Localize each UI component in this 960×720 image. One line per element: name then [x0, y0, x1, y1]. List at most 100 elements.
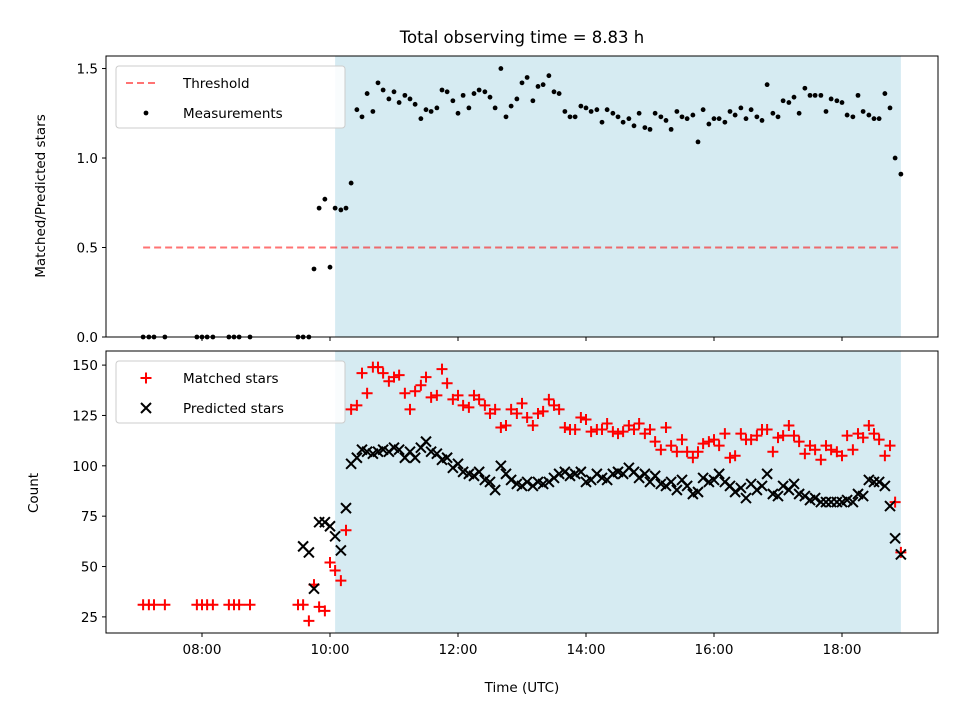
measurements-point [722, 119, 728, 125]
measurements-point [439, 87, 445, 93]
matched-stars-point [745, 434, 757, 446]
matched-stars-point [473, 393, 485, 405]
predicted-stars-point [409, 452, 421, 464]
top-legend-label: Measurements [183, 106, 283, 122]
measurements-point [647, 126, 653, 132]
measurements-point [508, 103, 514, 109]
matched-stars-point [809, 444, 821, 456]
matched-stars-point [404, 403, 416, 415]
measurements-point [754, 114, 760, 120]
bottom-y-tick-label: 150 [72, 358, 98, 374]
matched-stars-point [671, 446, 683, 458]
predicted-stars-point [895, 548, 907, 561]
top-legend-label: Threshold [182, 76, 250, 92]
matched-stars-point [356, 367, 368, 379]
measurements-point [572, 114, 578, 120]
matched-stars-point [436, 363, 448, 375]
top-panel: 0.0 0.5 1.0 1.5 Threshold Measurements Matche… [33, 55, 939, 346]
matched-stars-point [879, 450, 891, 462]
matched-stars-point [649, 436, 661, 448]
matched-stars-point [751, 430, 763, 442]
measurements-point [658, 114, 664, 120]
top-axes-frame [105, 55, 939, 338]
measurements-point [892, 155, 898, 161]
measurements-point [690, 112, 696, 118]
x-tick-label: 16:00 [695, 642, 734, 658]
measurements-point [802, 85, 808, 91]
matched-stars-point [617, 426, 629, 438]
measurements-point [663, 118, 669, 123]
measurements-point [471, 91, 477, 96]
predicted-stars-point [777, 480, 789, 492]
matched-stars-point [580, 413, 592, 425]
matched-stars-point [863, 420, 875, 432]
matched-stars-point [788, 430, 800, 442]
matched-stars-point [415, 379, 427, 391]
bottom-legend-label: Predicted stars [183, 401, 284, 417]
measurements-point [775, 114, 781, 120]
measurements-point [764, 82, 770, 88]
matched-stars-point [681, 446, 693, 458]
measurements-point [759, 118, 765, 123]
matched-stars-point [799, 448, 811, 460]
matched-stars-point [687, 452, 699, 464]
measurements-point [780, 98, 786, 104]
matched-stars-point [457, 399, 469, 411]
matched-stars-point [233, 599, 245, 611]
matched-stars-point [783, 420, 795, 432]
matched-stars-point [873, 434, 885, 446]
matched-stars-point [409, 385, 421, 397]
measurements-point [594, 107, 600, 113]
measurements-point [466, 105, 472, 111]
measurements-point [642, 125, 648, 130]
measurements-point [407, 96, 413, 102]
matched-stars-point [644, 424, 656, 436]
measurements-point [604, 107, 610, 113]
matched-stars-point [393, 369, 405, 381]
measurements-point [396, 100, 402, 105]
predicted-stars-point [575, 466, 587, 478]
measurements-point [418, 116, 424, 122]
measurements-point [583, 105, 589, 111]
matched-stars-point [719, 428, 731, 440]
bottom-axes-frame [105, 350, 939, 634]
measurements-point [615, 114, 621, 120]
matched-stars-point [521, 411, 533, 423]
figure-title: Total observing time = 8.83 h [399, 28, 644, 47]
matched-stars-point [532, 407, 544, 419]
top-y-tick-label: 0.5 [77, 241, 98, 257]
predicted-stars-point [452, 458, 464, 470]
matched-stars-point [607, 426, 619, 438]
measurements-point [343, 205, 349, 211]
measurements-point [631, 123, 637, 129]
matched-stars-point [596, 424, 608, 436]
matched-stars-point [500, 420, 512, 432]
measurements-point [546, 73, 552, 79]
matched-stars-point [319, 605, 331, 617]
predicted-stars-point [649, 470, 661, 482]
matched-stars-point [431, 389, 443, 401]
measurements-point [316, 205, 322, 211]
matched-stars-point [665, 440, 677, 452]
measurements-point [476, 87, 482, 93]
predicted-stars-point [340, 502, 352, 514]
measurements-point [748, 107, 754, 113]
predicted-stars-point [505, 474, 517, 486]
measurements-point [743, 116, 749, 122]
predicted-stars-point [303, 546, 315, 559]
matched-stars-point [244, 599, 256, 611]
matched-stars-point [489, 403, 501, 415]
measurements-point [487, 94, 493, 100]
measurements-point [812, 92, 818, 98]
measurements-point [460, 92, 466, 98]
matched-stars-point [703, 436, 715, 448]
predicted-stars-point [393, 443, 405, 456]
measurements-point [370, 109, 376, 114]
measurements-point [818, 92, 824, 98]
measurements-point [599, 119, 605, 125]
bottom-legend: Matched stars Predicted stars [115, 360, 346, 424]
matched-stars-point [612, 428, 624, 440]
measurements-point [450, 98, 456, 104]
matched-stars-point [729, 450, 741, 462]
